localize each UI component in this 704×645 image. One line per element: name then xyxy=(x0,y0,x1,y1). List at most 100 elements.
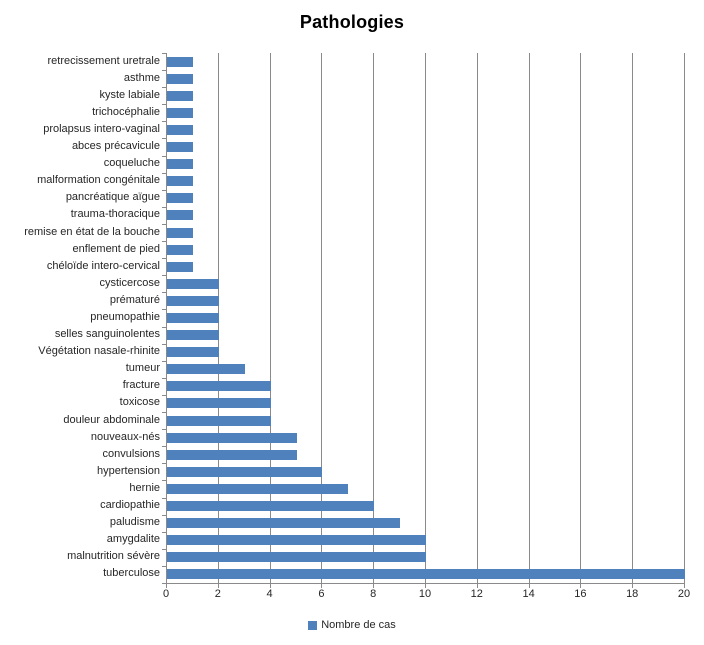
plot-area xyxy=(162,53,685,588)
y-axis-tick xyxy=(162,566,166,567)
category-label: hernie xyxy=(129,481,160,494)
bar-fracture xyxy=(167,381,271,392)
category-label: remise en état de la bouche xyxy=(24,225,160,238)
gridline xyxy=(580,53,582,583)
y-axis-tick xyxy=(162,138,166,139)
y-axis-tick xyxy=(162,53,166,54)
y-axis-tick xyxy=(162,549,166,550)
bar-hernie xyxy=(167,483,349,494)
y-axis-tick xyxy=(162,446,166,447)
value-axis-label: 8 xyxy=(370,588,377,600)
value-axis-label: 14 xyxy=(522,588,535,600)
category-label: retrecissement uretrale xyxy=(47,54,161,67)
bar-ch-lo-de-intero-cervical xyxy=(167,261,193,272)
x-axis-tick xyxy=(528,584,530,588)
bar-malnutrition-s-v-re xyxy=(167,552,426,563)
category-label: pancréatique aïgue xyxy=(65,191,160,204)
category-label: pneumopathie xyxy=(90,311,160,323)
bar-tumeur xyxy=(167,364,245,375)
bar-enflement-de-pied xyxy=(167,244,193,255)
bar-amygdalite xyxy=(167,535,426,546)
category-label: amygdalite xyxy=(106,533,160,546)
y-axis-tick xyxy=(162,173,166,174)
x-axis-tick xyxy=(476,584,478,588)
y-axis-tick xyxy=(162,207,166,208)
category-label: enflement de pied xyxy=(72,242,160,255)
legend: Nombre de cas xyxy=(0,619,704,631)
gridline xyxy=(476,53,478,583)
value-axis-label: 6 xyxy=(318,588,325,600)
category-label: selles sanguinolentes xyxy=(54,328,160,341)
category-label: Végétation nasale-rhinite xyxy=(38,345,160,358)
category-label: chéloïde intero-cervical xyxy=(46,259,160,272)
x-axis-tick xyxy=(166,584,167,588)
category-label: convulsions xyxy=(102,447,160,460)
bar-pr-matur- xyxy=(167,295,219,306)
bar-v-g-tation-nasale-rhinite xyxy=(167,347,219,358)
bar-douleur-abdominale xyxy=(167,415,271,426)
category-label: hypertension xyxy=(97,464,160,477)
y-axis-tick xyxy=(162,309,166,310)
bar-prolapsus-intero-vaginal xyxy=(167,124,193,135)
y-axis-tick xyxy=(162,190,166,191)
value-axis-label: 0 xyxy=(162,588,170,600)
x-axis-tick xyxy=(684,584,685,588)
category-label: nouveaux-nés xyxy=(90,430,160,443)
x-axis-tick xyxy=(217,584,219,588)
bar-tuberculose xyxy=(167,569,685,580)
category-label: douleur abdominale xyxy=(63,413,160,426)
y-axis-tick xyxy=(162,241,166,242)
bar-remise-en-tat-de-la-bouche xyxy=(167,227,193,238)
y-axis-tick xyxy=(162,532,166,533)
category-label: cardiopathie xyxy=(100,499,160,512)
gridline xyxy=(373,53,375,583)
y-axis-tick xyxy=(162,498,166,499)
y-axis-tick xyxy=(162,104,166,105)
category-label: malformation congénitale xyxy=(37,174,160,187)
bar-selles-sanguinolentes xyxy=(167,330,219,341)
category-label: asthme xyxy=(123,71,160,84)
legend-label: Nombre de cas xyxy=(321,619,396,631)
bar-retrecissement-uretrale xyxy=(167,56,193,67)
bar-pancr-atique-a-gue xyxy=(167,193,193,204)
y-axis-tick xyxy=(162,224,166,225)
y-axis-tick xyxy=(162,429,166,430)
category-label: toxicose xyxy=(119,396,160,409)
category-label: abces précavicule xyxy=(71,140,160,153)
gridline xyxy=(528,53,530,583)
category-label: paludisme xyxy=(109,516,160,529)
value-axis-label: 2 xyxy=(214,588,221,600)
gridline xyxy=(321,53,323,583)
category-label: cysticercose xyxy=(99,276,160,289)
y-axis-tick xyxy=(162,583,166,584)
y-axis-tick xyxy=(162,395,166,396)
y-axis-tick xyxy=(162,361,166,362)
bar-kyste-labiale xyxy=(167,90,193,101)
x-axis-tick xyxy=(632,584,634,588)
bar-trauma-thoracique xyxy=(167,210,193,221)
bar-cardiopathie xyxy=(167,501,375,512)
x-axis-tick xyxy=(321,584,323,588)
category-label: kyste labiale xyxy=(99,88,160,101)
value-axis-label: 12 xyxy=(470,588,483,600)
y-axis-tick xyxy=(162,327,166,328)
gridline xyxy=(632,53,634,583)
value-axis-label: 18 xyxy=(626,588,639,600)
value-axis-label: 20 xyxy=(677,588,691,600)
category-label: trichocéphalie xyxy=(92,105,160,118)
y-axis-tick xyxy=(162,258,166,259)
category-label: tuberculose xyxy=(103,567,160,580)
category-label: malnutrition sévère xyxy=(67,550,160,563)
gridline xyxy=(684,53,685,583)
value-axis-label: 4 xyxy=(266,588,273,600)
value-axis-label: 10 xyxy=(418,588,432,600)
bar-malformation-cong-nitale xyxy=(167,176,193,187)
x-axis-tick xyxy=(373,584,375,588)
legend-swatch-icon xyxy=(308,620,318,630)
y-axis-tick xyxy=(162,378,166,379)
gridline xyxy=(425,53,426,583)
bar-paludisme xyxy=(167,518,401,529)
bar-cysticercose xyxy=(167,278,219,289)
y-axis-tick xyxy=(162,344,166,345)
y-axis-tick xyxy=(162,515,166,516)
